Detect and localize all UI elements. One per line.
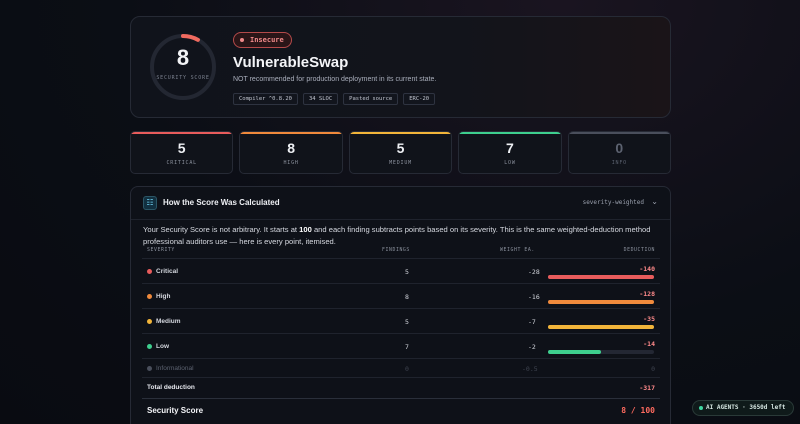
stat-accent-bar bbox=[349, 132, 452, 134]
col-findings: FINDINGS bbox=[382, 248, 410, 253]
severity-summary: 5 CRITICAL 8 HIGH 5 MEDIUM 7 LOW 0 INFO bbox=[130, 131, 672, 174]
final-score-value: 8 / 100 bbox=[621, 406, 655, 415]
table-row: High 8 -16 -128 bbox=[142, 283, 660, 308]
stat-medium[interactable]: 5 MEDIUM bbox=[348, 131, 453, 174]
deduction-bar-track bbox=[548, 325, 654, 329]
status-dot-icon bbox=[240, 38, 244, 42]
stat-label: CRITICAL bbox=[166, 160, 197, 166]
col-deduction: DEDUCTION bbox=[623, 248, 655, 253]
status-badge-label: Insecure bbox=[250, 36, 284, 44]
final-score-label: Security Score bbox=[147, 406, 204, 415]
standard-chip: ERC-20 bbox=[403, 93, 436, 105]
score-gauge: 8 SECURITY SCORE bbox=[149, 33, 217, 101]
stat-info[interactable]: 0 INFO bbox=[567, 131, 672, 174]
panel-title: How the Score Was Calculated bbox=[163, 198, 280, 207]
stat-low[interactable]: 7 LOW bbox=[458, 131, 562, 174]
total-row: Total deduction -317 bbox=[142, 377, 660, 398]
severity-dot-icon bbox=[147, 344, 152, 349]
stat-count: 5 bbox=[177, 140, 186, 156]
deduction-bar bbox=[548, 350, 601, 354]
deduction-bar bbox=[548, 300, 654, 304]
table-row: Medium 5 -7 -35 bbox=[142, 308, 660, 333]
explanation-text: and each finding subtracts points based … bbox=[143, 225, 651, 246]
stat-accent-bar bbox=[240, 132, 342, 134]
row-findings: 8 bbox=[405, 293, 409, 301]
stat-count: 0 bbox=[615, 140, 624, 156]
severity-dot-icon bbox=[147, 294, 152, 299]
chevron-down-icon[interactable]: ⌄ bbox=[651, 197, 658, 206]
contract-verdict: NOT recommended for production deploymen… bbox=[233, 76, 437, 83]
panel-header[interactable]: ☷ How the Score Was Calculated severity-… bbox=[131, 187, 670, 220]
stat-accent-bar bbox=[131, 132, 233, 134]
stat-accent-bar bbox=[568, 132, 671, 134]
agents-status-dot-icon bbox=[699, 406, 703, 410]
table-row: Critical 5 -28 -140 bbox=[142, 258, 660, 283]
contract-title: VulnerableSwap bbox=[233, 54, 349, 71]
security-score-value: 8 bbox=[176, 45, 190, 70]
row-weight: -28 bbox=[528, 268, 540, 276]
final-score-row: Security Score 8 / 100 bbox=[142, 398, 660, 420]
stat-accent-bar bbox=[459, 132, 561, 134]
deduction-bar-track bbox=[548, 275, 654, 279]
deduction-bar bbox=[548, 275, 654, 279]
sloc-chip: 34 SLOC bbox=[302, 93, 339, 105]
contract-meta-chips: Compiler ^0.8.20 34 SLOC Pasted source E… bbox=[233, 93, 436, 105]
table-row: Informational 0 -0.5 0 bbox=[142, 358, 660, 377]
row-deduction: -128 bbox=[639, 290, 655, 298]
row-findings: 0 bbox=[405, 365, 409, 373]
total-label: Total deduction bbox=[147, 384, 195, 391]
row-severity: Low bbox=[156, 343, 169, 350]
score-explanation: Your Security Score is not arbitrary. It… bbox=[143, 224, 661, 247]
compiler-chip: Compiler ^0.8.20 bbox=[233, 93, 298, 105]
calculator-icon: ☷ bbox=[143, 196, 157, 210]
row-severity: Medium bbox=[156, 318, 181, 325]
stat-label: MEDIUM bbox=[389, 160, 412, 166]
agents-pill-label: AI AGENTS · 3650d left bbox=[706, 404, 786, 411]
severity-dot-icon bbox=[147, 366, 152, 371]
severity-dot-icon bbox=[147, 269, 152, 274]
stat-critical[interactable]: 5 CRITICAL bbox=[130, 131, 234, 174]
explanation-text: Your Security Score is not arbitrary. It… bbox=[143, 225, 300, 234]
scoring-mode: severity-weighted bbox=[582, 199, 644, 206]
source-chip: Pasted source bbox=[343, 93, 399, 105]
deduction-bar bbox=[548, 325, 654, 329]
row-weight: -2 bbox=[528, 343, 536, 351]
row-severity: High bbox=[156, 293, 171, 300]
deduction-bar-track bbox=[548, 300, 654, 304]
col-weight: WEIGHT EA. bbox=[500, 248, 535, 253]
table-row: Low 7 -2 -14 bbox=[142, 333, 660, 358]
row-weight: -0.5 bbox=[522, 365, 538, 373]
row-findings: 7 bbox=[405, 343, 409, 351]
stat-label: INFO bbox=[611, 160, 627, 166]
stat-label: LOW bbox=[504, 160, 516, 166]
ai-agents-pill[interactable]: AI AGENTS · 3650d left bbox=[692, 400, 794, 416]
status-badge: Insecure bbox=[233, 32, 292, 48]
starting-score: 100 bbox=[299, 225, 312, 234]
total-value: -317 bbox=[639, 384, 655, 392]
stat-high[interactable]: 8 HIGH bbox=[239, 131, 343, 174]
row-deduction: -14 bbox=[643, 340, 655, 348]
deduction-bar-track bbox=[548, 350, 654, 354]
severity-dot-icon bbox=[147, 319, 152, 324]
row-severity: Critical bbox=[156, 268, 179, 275]
stat-count: 5 bbox=[396, 140, 405, 156]
stat-label: HIGH bbox=[283, 160, 299, 166]
stat-count: 7 bbox=[506, 140, 514, 156]
row-deduction: -140 bbox=[639, 265, 655, 273]
score-calculation-panel: ☷ How the Score Was Calculated severity-… bbox=[130, 186, 671, 424]
security-score-label: SECURITY SCORE bbox=[156, 75, 210, 81]
row-weight: -16 bbox=[528, 293, 540, 301]
score-hero-card: 8 SECURITY SCORE Insecure VulnerableSwap… bbox=[130, 16, 671, 118]
row-findings: 5 bbox=[405, 268, 409, 276]
row-findings: 5 bbox=[405, 318, 409, 326]
stat-count: 8 bbox=[287, 140, 295, 156]
row-weight: -7 bbox=[528, 318, 536, 326]
row-deduction: -35 bbox=[643, 315, 655, 323]
row-severity: Informational bbox=[156, 365, 194, 372]
col-severity: SEVERITY bbox=[147, 248, 175, 253]
row-deduction: 0 bbox=[651, 365, 655, 373]
